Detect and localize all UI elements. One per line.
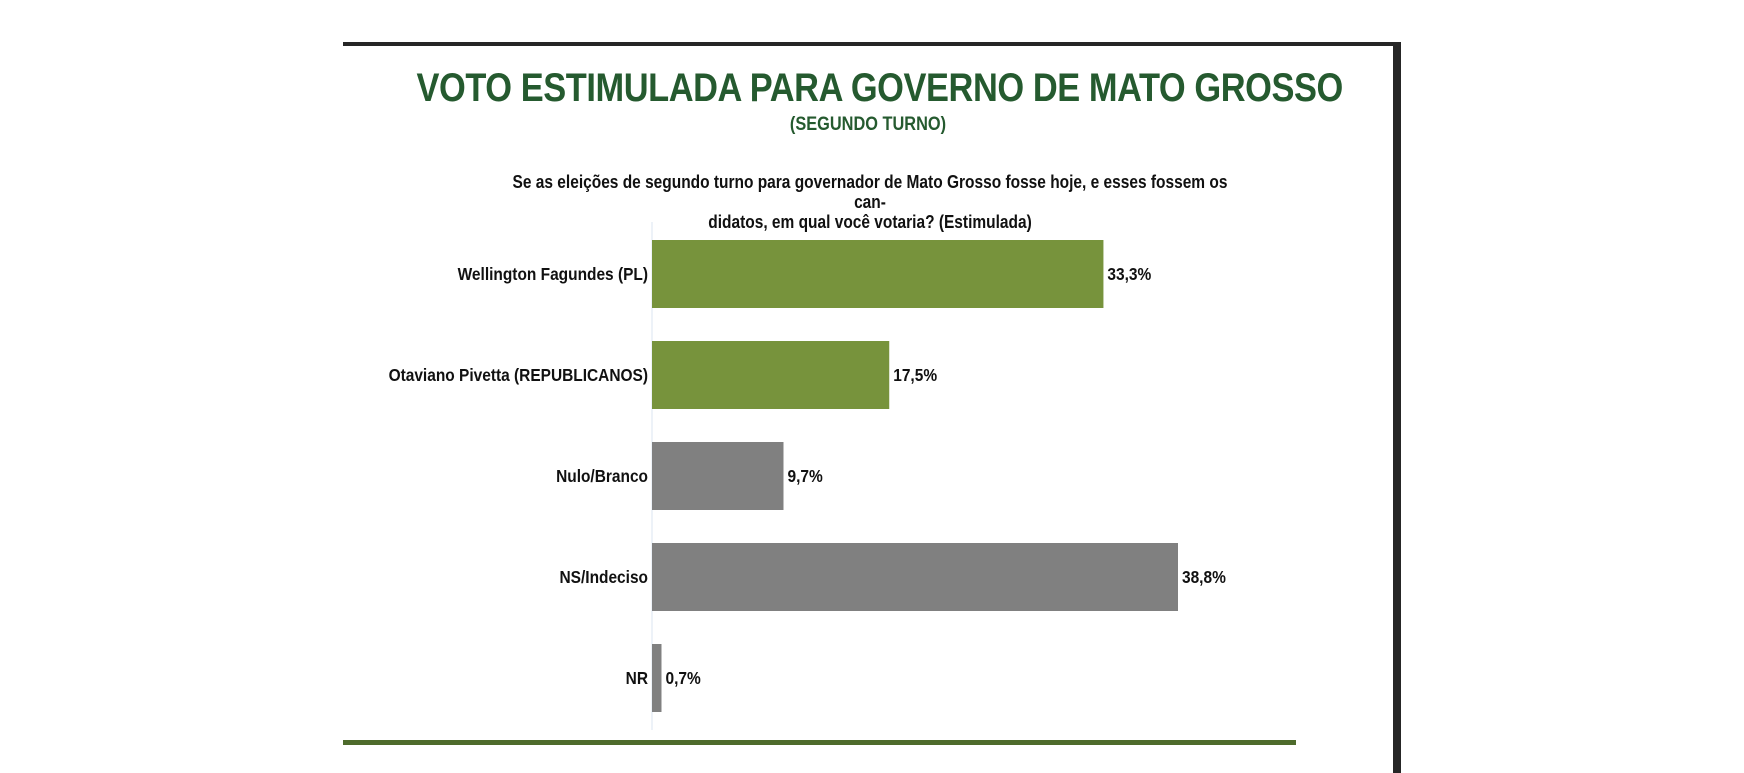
category-label: Otaviano Pivetta (REPUBLICANOS) xyxy=(389,365,648,385)
survey-question-line-2: didatos, em qual você votaria? (Estimula… xyxy=(708,212,1032,232)
value-label: 9,7% xyxy=(788,466,823,486)
category-label: Wellington Fagundes (PL) xyxy=(458,264,648,284)
frame-right-border xyxy=(1393,42,1401,773)
bar-1 xyxy=(652,341,890,409)
value-label: 33,3% xyxy=(1107,264,1151,284)
survey-question-line-1: Se as eleições de segundo turno para gov… xyxy=(512,172,1228,212)
category-label: NS/Indeciso xyxy=(560,567,648,587)
value-label: 17,5% xyxy=(893,365,937,385)
bottom-rule xyxy=(343,740,1296,745)
chart-title: VOTO ESTIMULADA PARA GOVERNO DE MATO GRO… xyxy=(416,66,1344,110)
bar-2 xyxy=(652,442,784,510)
value-label: 38,8% xyxy=(1182,567,1226,587)
bar-4 xyxy=(652,644,662,712)
value-label: 0,7% xyxy=(665,668,700,688)
category-label: NR xyxy=(626,668,648,688)
survey-question: Se as eleições de segundo turno para gov… xyxy=(500,172,1240,232)
bar-0 xyxy=(652,240,1104,308)
category-label: Nulo/Branco xyxy=(556,466,648,486)
frame-top-border xyxy=(343,42,1401,46)
bar-3 xyxy=(652,543,1178,611)
chart-subtitle: (SEGUNDO TURNO) xyxy=(789,114,947,135)
